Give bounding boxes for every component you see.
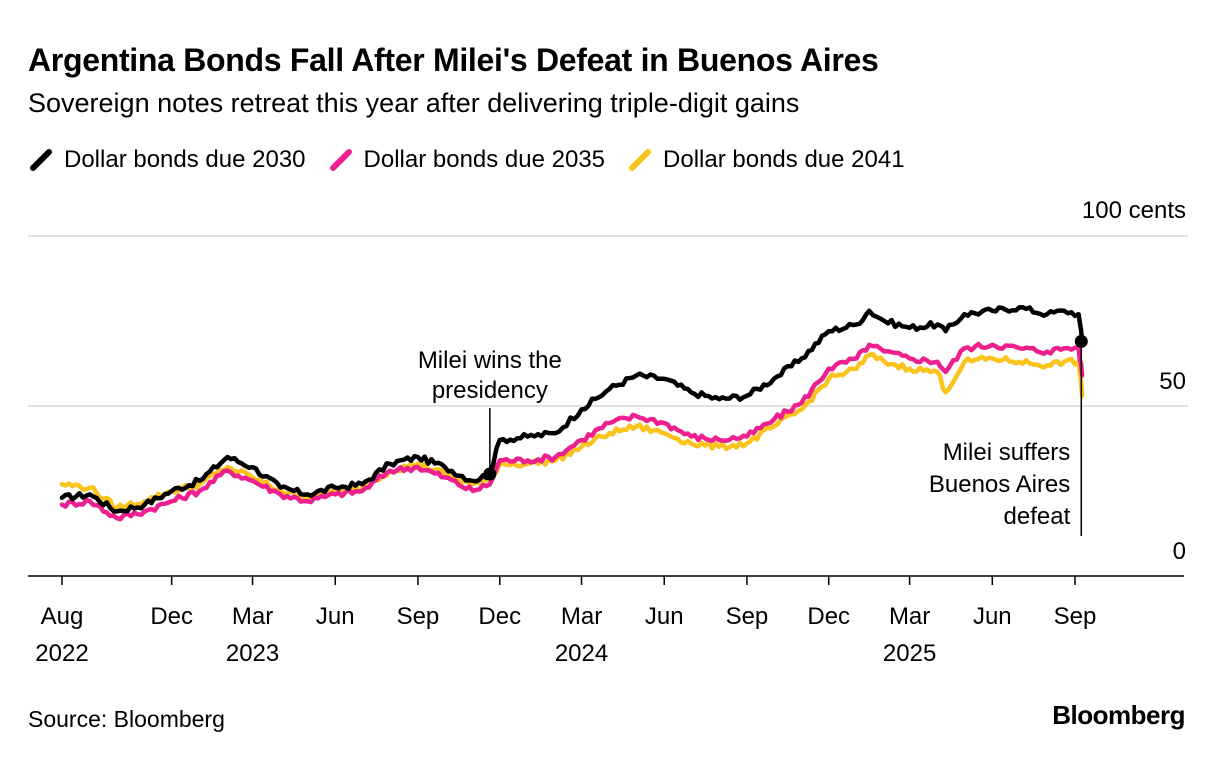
x-tick-label-month: Mar xyxy=(889,603,930,630)
annotation-marker-defeat xyxy=(1074,334,1088,348)
x-tick-label-year: 2025 xyxy=(883,640,936,667)
y-tick-label-0: 0 xyxy=(1173,538,1186,565)
legend-swatch-2035 xyxy=(329,149,352,171)
annotation-text-election: presidency xyxy=(432,377,548,404)
x-tick-label-month: Sep xyxy=(726,603,769,630)
legend-label-2030: Dollar bonds due 2030 xyxy=(64,146,306,173)
chart-title: Argentina Bonds Fall After Milei's Defea… xyxy=(28,42,879,78)
legend-item-2030: Dollar bonds due 2030 xyxy=(28,146,306,174)
x-tick-label-month: Aug xyxy=(41,603,84,630)
series-line-2041 xyxy=(59,351,1085,511)
legend: Dollar bonds due 2030 Dollar bonds due 2… xyxy=(28,146,905,174)
x-tick-label-year: 2022 xyxy=(35,640,88,667)
annotation-marker-election xyxy=(483,467,497,481)
x-tick-label-year: 2023 xyxy=(226,640,279,667)
x-tick-label-month: Mar xyxy=(232,603,273,630)
source-note: Source: Bloomberg xyxy=(28,706,225,732)
legend-label-2035: Dollar bonds due 2035 xyxy=(363,146,606,173)
x-tick-label-month: Sep xyxy=(397,603,440,630)
bloomberg-logo: Bloomberg xyxy=(1052,700,1185,730)
annotation-text-election: Milei wins the xyxy=(418,347,562,374)
y-tick-label-50: 50 xyxy=(1159,368,1186,395)
x-tick-label-month: Sep xyxy=(1054,603,1097,630)
legend-label-2041: Dollar bonds due 2041 xyxy=(663,146,905,173)
legend-swatch-2041 xyxy=(629,149,652,171)
x-tick-label-month: Jun xyxy=(645,603,684,630)
annotation-text-defeat: defeat xyxy=(1004,503,1071,530)
series-line-2030 xyxy=(59,304,1085,514)
x-tick-label-month: Dec xyxy=(807,603,850,630)
x-tick-label-month: Jun xyxy=(316,603,355,630)
x-tick-label-month: Dec xyxy=(150,603,193,630)
y-tick-label-100: 100 cents xyxy=(1082,197,1186,224)
legend-item-2041: Dollar bonds due 2041 xyxy=(627,146,905,174)
x-tick-label-month: Jun xyxy=(973,603,1012,630)
chart-subtitle: Sovereign notes retreat this year after … xyxy=(28,88,800,118)
annotation-text-defeat: Milei suffers xyxy=(943,439,1071,466)
legend-item-2035: Dollar bonds due 2035 xyxy=(328,146,606,174)
x-tick-label-year: 2024 xyxy=(555,640,608,667)
legend-swatch-2030 xyxy=(30,149,52,171)
x-tick-label-month: Dec xyxy=(478,603,521,630)
series-line-2035 xyxy=(59,341,1085,522)
annotation-text-defeat: Buenos Aires xyxy=(929,471,1070,498)
x-tick-label-month: Mar xyxy=(561,603,602,630)
